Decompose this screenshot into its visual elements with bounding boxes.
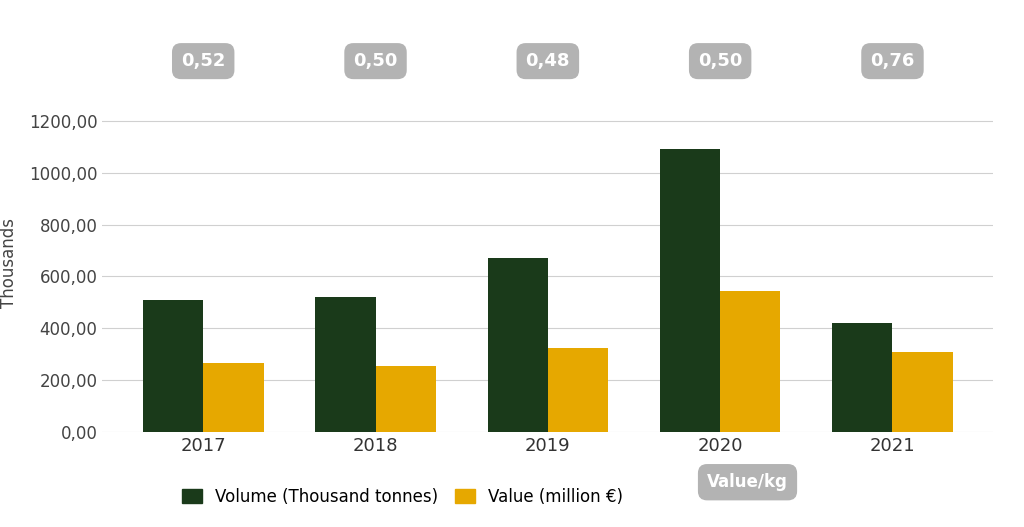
- Bar: [376, 366, 436, 432]
- Bar: [487, 258, 548, 432]
- Y-axis label: Thousands: Thousands: [0, 219, 17, 308]
- Text: 0,52: 0,52: [181, 52, 225, 70]
- Bar: [143, 300, 203, 432]
- Bar: [833, 323, 893, 432]
- Text: 0,76: 0,76: [870, 52, 914, 70]
- Bar: [893, 352, 952, 432]
- Bar: [203, 364, 263, 432]
- Text: 0,50: 0,50: [353, 52, 397, 70]
- Bar: [548, 348, 608, 432]
- Text: 0,48: 0,48: [525, 52, 570, 70]
- Legend: Volume (Thousand tonnes), Value (million €): Volume (Thousand tonnes), Value (million…: [182, 487, 624, 506]
- Text: 0,50: 0,50: [698, 52, 742, 70]
- Text: Value/kg: Value/kg: [708, 473, 787, 491]
- Bar: [659, 149, 720, 432]
- Bar: [720, 291, 780, 432]
- Bar: [315, 297, 376, 432]
